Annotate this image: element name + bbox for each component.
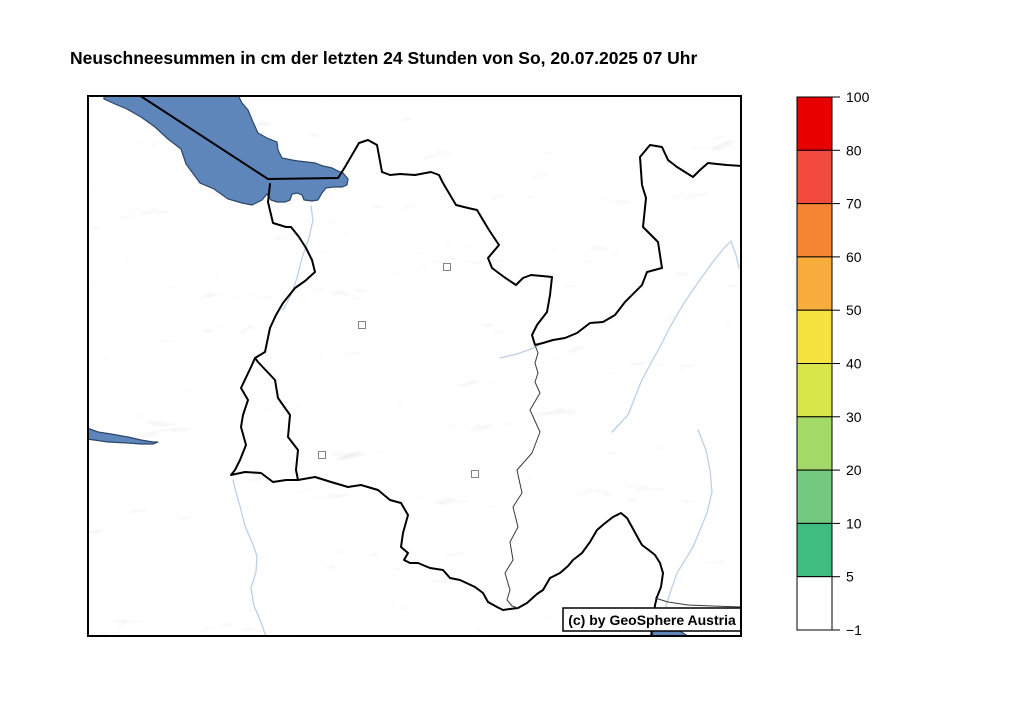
map-panel: (c) by GeoSphere Austria bbox=[87, 95, 742, 637]
legend-color-segment bbox=[797, 204, 832, 257]
legend-color-segment bbox=[797, 150, 832, 203]
legend-color-segment bbox=[797, 523, 832, 576]
legend-color-segment bbox=[797, 470, 832, 523]
terrain-hillshade bbox=[87, 95, 742, 637]
station-marker bbox=[359, 322, 366, 329]
legend-color-segment bbox=[797, 257, 832, 310]
legend-tick-label: 20 bbox=[846, 462, 862, 478]
station-marker bbox=[444, 264, 451, 271]
copyright-box: (c) by GeoSphere Austria bbox=[563, 608, 742, 631]
legend-tick-label: 60 bbox=[846, 249, 862, 265]
legend-color-segment bbox=[797, 577, 832, 630]
legend-color-segment bbox=[797, 97, 832, 150]
station-marker bbox=[319, 452, 326, 459]
legend-tick-label: 50 bbox=[846, 302, 862, 318]
terrain-map: (c) by GeoSphere Austria bbox=[87, 95, 742, 637]
legend-tick-label: 10 bbox=[846, 515, 862, 531]
station-marker bbox=[472, 471, 479, 478]
legend-tick-label: 70 bbox=[846, 196, 862, 212]
snow-amount-legend: 100 80 70 60 50 40 30 20 10 5 −1 bbox=[790, 88, 920, 653]
legend-tick-label: 40 bbox=[846, 356, 862, 372]
legend-tick-label: 5 bbox=[846, 569, 854, 585]
copyright-text: (c) by GeoSphere Austria bbox=[568, 612, 736, 628]
legend-tick-label: 100 bbox=[846, 89, 870, 105]
legend-colorbar: 100 80 70 60 50 40 30 20 10 5 −1 bbox=[790, 88, 920, 653]
legend-tick-label: 80 bbox=[846, 142, 862, 158]
legend-tick-label: 30 bbox=[846, 409, 862, 425]
legend-tick-label: −1 bbox=[846, 622, 862, 638]
legend-color-segment bbox=[797, 417, 832, 470]
weather-map-page: { "title": "Neuschneesummen in cm der le… bbox=[0, 0, 1024, 724]
page-title: Neuschneesummen in cm der letzten 24 Stu… bbox=[70, 48, 697, 69]
legend-color-segment bbox=[797, 364, 832, 417]
legend-color-segment bbox=[797, 310, 832, 363]
